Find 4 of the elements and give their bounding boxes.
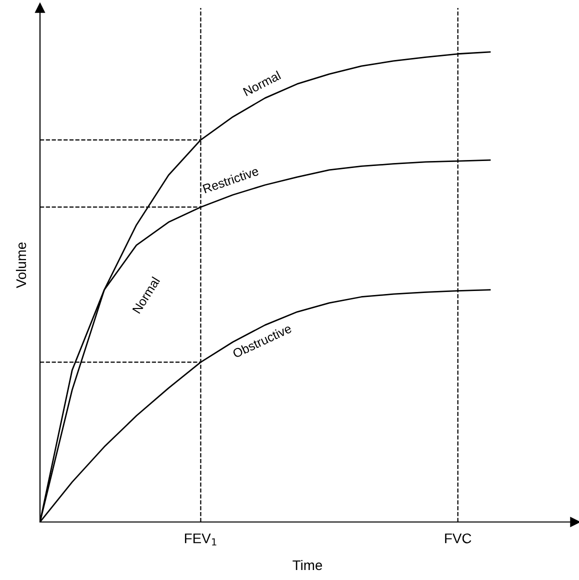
x-tick-label: FEV$_{1}$ xyxy=(184,534,216,546)
x-axis-title: Time xyxy=(292,560,322,570)
x-tick-label: FVC xyxy=(445,533,472,544)
y-axis-title: Volume xyxy=(16,242,26,288)
